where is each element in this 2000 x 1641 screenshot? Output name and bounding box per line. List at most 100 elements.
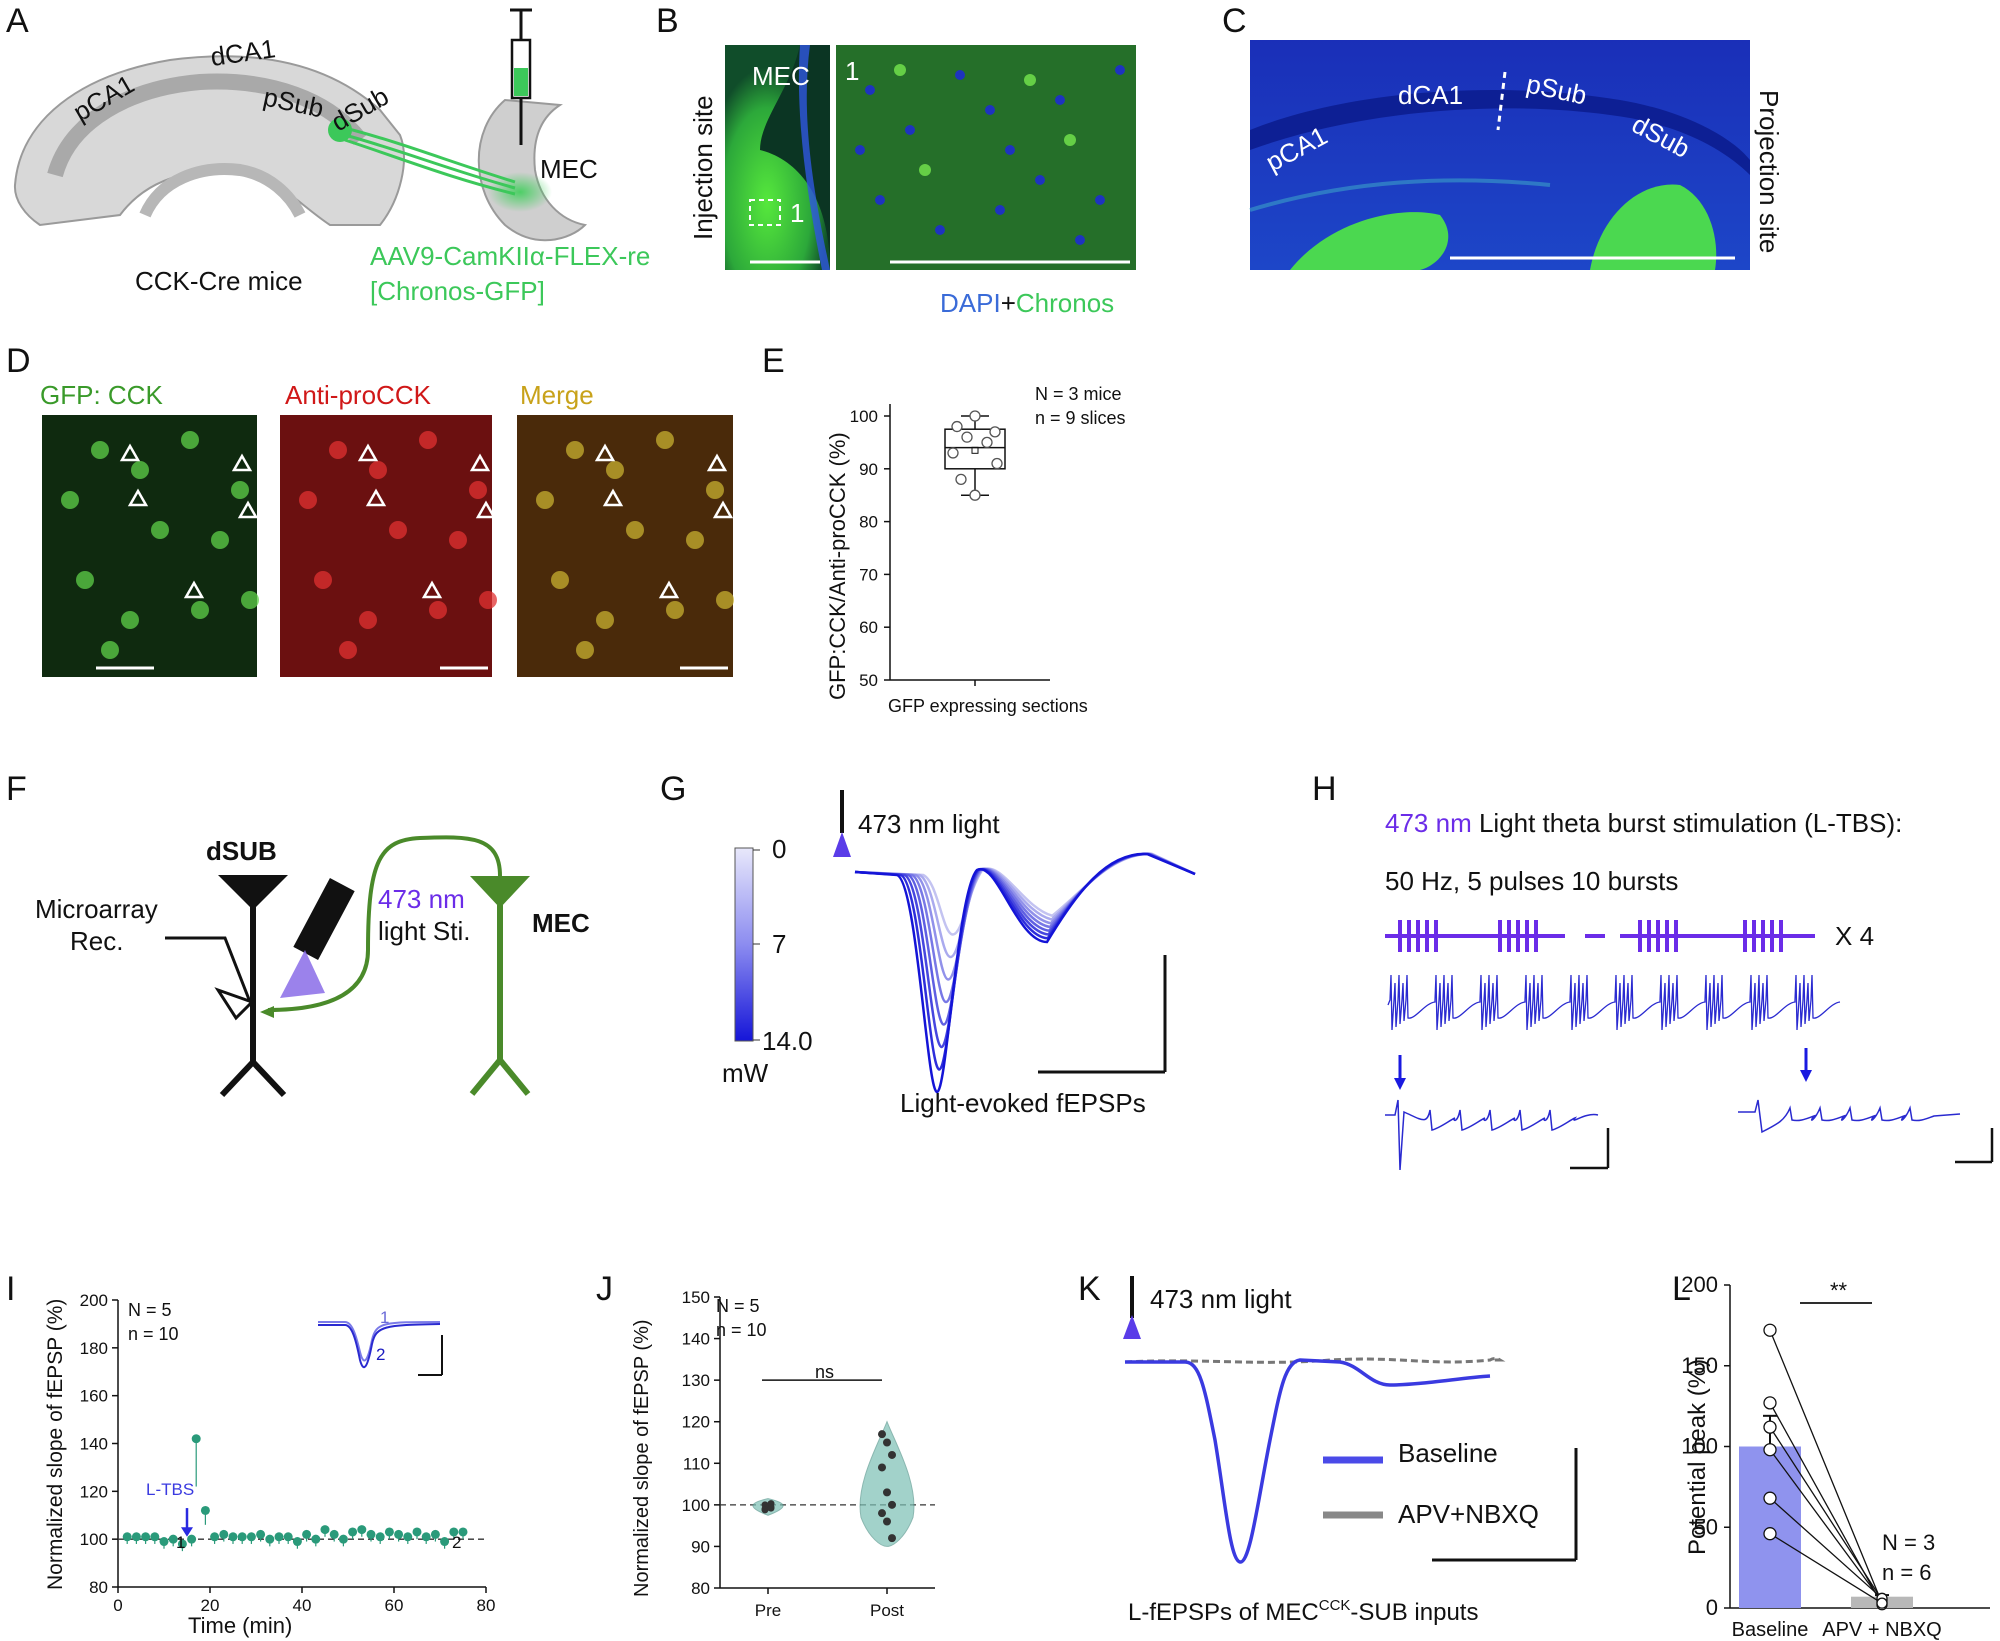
panel-c-projection: pCA1 dCA1 pSub dSub Projection site [1249,40,1784,270]
data-point [228,1532,238,1542]
data-point [384,1527,394,1537]
colorbar-tick: 14.0 [762,1026,813,1056]
cell-body [596,611,614,629]
data-point [320,1525,330,1535]
panel-k-block: 473 nm light Baseline APV+NBXQ L-fEPSPs … [1123,1276,1578,1626]
cell-body [121,611,139,629]
y-tick-label: 60 [859,618,878,637]
arrowhead-icon [602,488,624,507]
data-point [375,1532,385,1542]
fepsp-trace [854,852,1196,981]
mec-image-label: MEC [752,61,810,91]
data-point [430,1529,440,1539]
cell-body [359,611,377,629]
y-tick-label: 50 [1694,1514,1718,1539]
cell-body [151,521,169,539]
h-subtitle: 50 Hz, 5 pulses 10 bursts [1385,866,1678,896]
k-caption: L-fEPSPs of MECCCK-SUB inputs [1128,1597,1478,1626]
arrowhead-icon [658,580,680,599]
zoom-number: 1 [845,56,859,86]
data-point [168,1534,178,1544]
cell-body [429,601,447,619]
mouse-label: CCK-Cre mice [135,266,303,296]
cell-body [339,641,357,659]
first-burst-trace [1385,1099,1599,1171]
panel-letters: A B C D E F G H I J K L [6,2,1691,1308]
i-ylabel: Normalized slope of fEPSP (%) [44,1299,67,1590]
cell-body [91,441,109,459]
virus-label-line1: AAV9-CamKIIα-FLEX-re [370,241,650,271]
stain-title: Merge [520,380,594,410]
y-tick-label: 180 [80,1339,108,1358]
colorbar-tick: 7 [772,929,786,959]
panel-letter: C [1222,2,1247,40]
panel-letter: I [6,1270,15,1308]
y-tick-label: 110 [683,1454,710,1473]
cell-body [101,641,119,659]
data-point [761,1506,769,1514]
y-tick-label: 50 [859,671,878,690]
i-xlabel: Time (min) [188,1613,292,1638]
k-legend-apv: APV+NBXQ [1398,1499,1539,1529]
cell-body [299,491,317,509]
syringe-icon [510,8,532,145]
cell-body [706,481,724,499]
light-fiber-icon [280,877,355,998]
region-label-dca1: dCA1 [1398,80,1463,110]
l-ylabel: Potential peak (%) [1684,1359,1711,1555]
cell-body [181,431,199,449]
colorbar-tick: 0 [772,834,786,864]
arrowhead-icon [183,580,205,599]
data-point [767,1504,775,1512]
arrow-icon [1800,1070,1812,1082]
panel-letter: E [762,342,785,380]
rec-label: Microarray [35,894,158,924]
data-point [989,426,1001,438]
data-point [1763,1443,1777,1457]
data-point [177,1539,187,1549]
panel-d-immunostain: GFP: CCK Anti-proCCK Merge [40,380,734,677]
arrowhead-icon [706,453,728,472]
cell-body [626,521,644,539]
data-point [961,431,973,443]
l-annotation: n = 6 [1882,1560,1932,1585]
paired-line [1769,1426,1883,1601]
arrowhead-icon [469,453,491,472]
light-pulse-icon [833,832,851,857]
y-tick-label: 130 [682,1371,710,1390]
e-annotation: N = 3 mice [1035,384,1122,404]
y-tick-label: 120 [80,1482,108,1501]
cell-body [369,461,387,479]
y-tick-label: 90 [691,1537,710,1556]
cell-body [551,571,569,589]
arrowhead-icon [594,443,616,462]
light-sti: light Sti. [378,916,471,946]
x-tick-label: APV + NBXQ [1822,1619,1942,1641]
data-point [329,1529,339,1539]
panel-letter: L [1672,1270,1691,1308]
y-tick-label: 100 [1681,1434,1718,1459]
x-tick-label: 40 [293,1596,312,1615]
panel-letter: D [6,342,31,380]
data-point [1876,1597,1888,1609]
x-tick-label: 60 [385,1596,404,1615]
data-point [256,1529,266,1539]
arrowhead-icon [475,500,497,519]
cell-body [449,531,467,549]
data-point [122,1532,132,1542]
last-burst-trace [1738,1099,1961,1134]
paired-line [1769,1533,1883,1604]
arrowhead-icon [119,443,141,462]
data-point [191,1434,201,1444]
y-tick-label: 80 [859,513,878,532]
data-point [246,1532,256,1542]
data-point [283,1532,293,1542]
x-tick-label: Pre [755,1601,781,1620]
data-point [1763,1323,1777,1337]
cell-body [479,591,497,609]
data-point [991,457,1003,470]
cell-body [716,591,734,609]
data-point [883,1488,891,1497]
